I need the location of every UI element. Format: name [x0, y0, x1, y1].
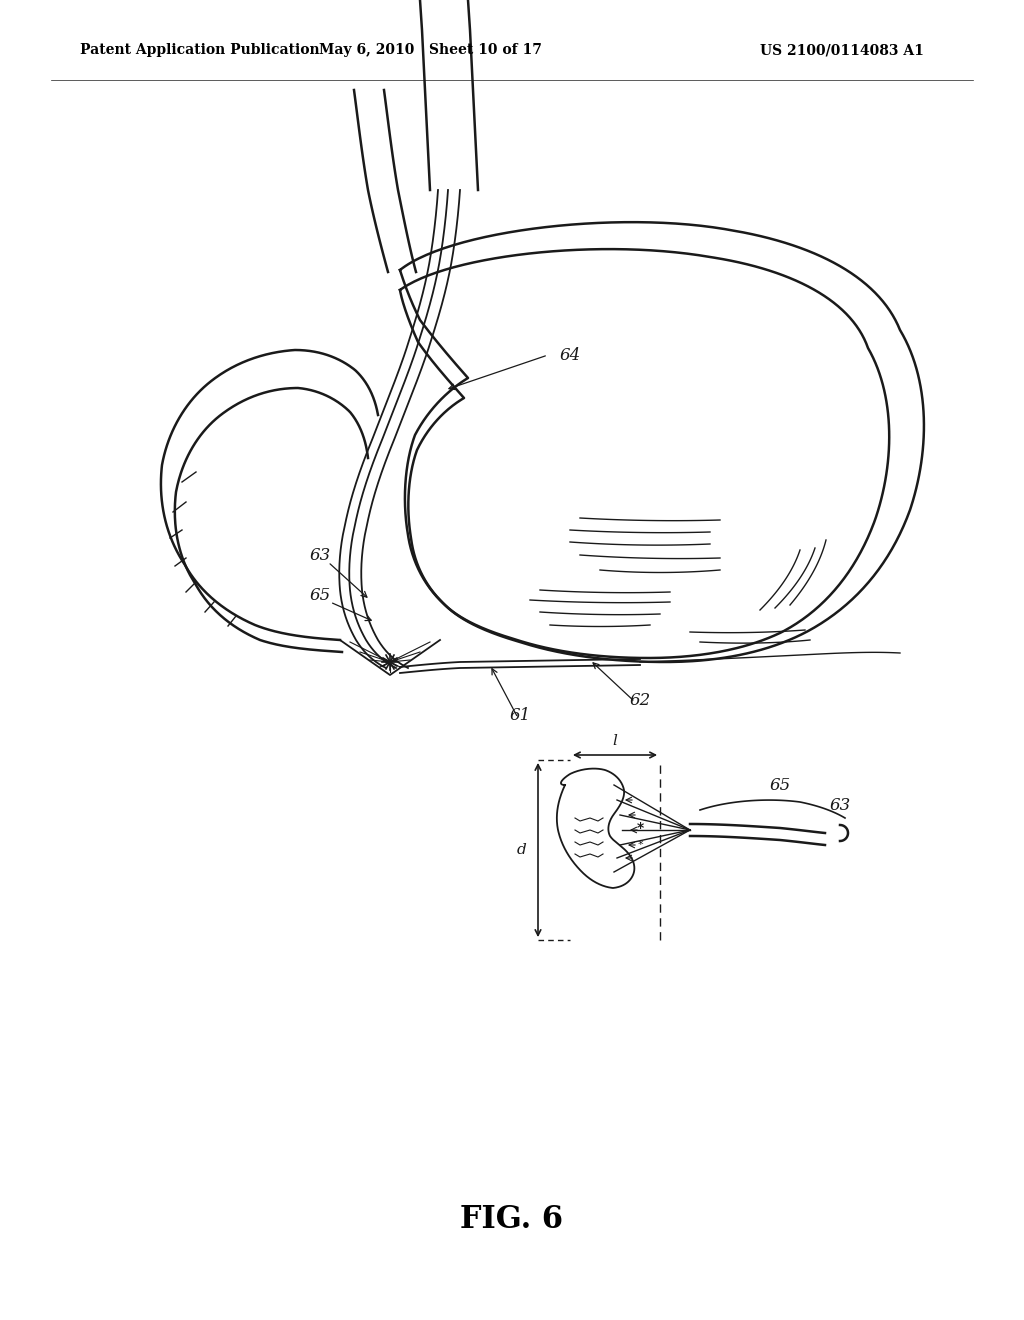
- Text: 65: 65: [770, 777, 792, 795]
- Text: l: l: [612, 734, 617, 748]
- Text: May 6, 2010   Sheet 10 of 17: May 6, 2010 Sheet 10 of 17: [318, 44, 542, 57]
- Text: 62: 62: [630, 692, 651, 709]
- Text: Patent Application Publication: Patent Application Publication: [80, 44, 319, 57]
- Text: 63: 63: [830, 797, 851, 814]
- Text: 65: 65: [310, 587, 331, 605]
- Text: *: *: [637, 821, 643, 836]
- Text: FIG. 6: FIG. 6: [461, 1204, 563, 1236]
- Text: 61: 61: [510, 708, 531, 723]
- Text: *: *: [637, 840, 643, 850]
- Text: 64: 64: [560, 347, 582, 364]
- Text: d: d: [517, 843, 527, 857]
- Text: US 2100/0114083 A1: US 2100/0114083 A1: [760, 44, 924, 57]
- Text: 63: 63: [310, 546, 331, 564]
